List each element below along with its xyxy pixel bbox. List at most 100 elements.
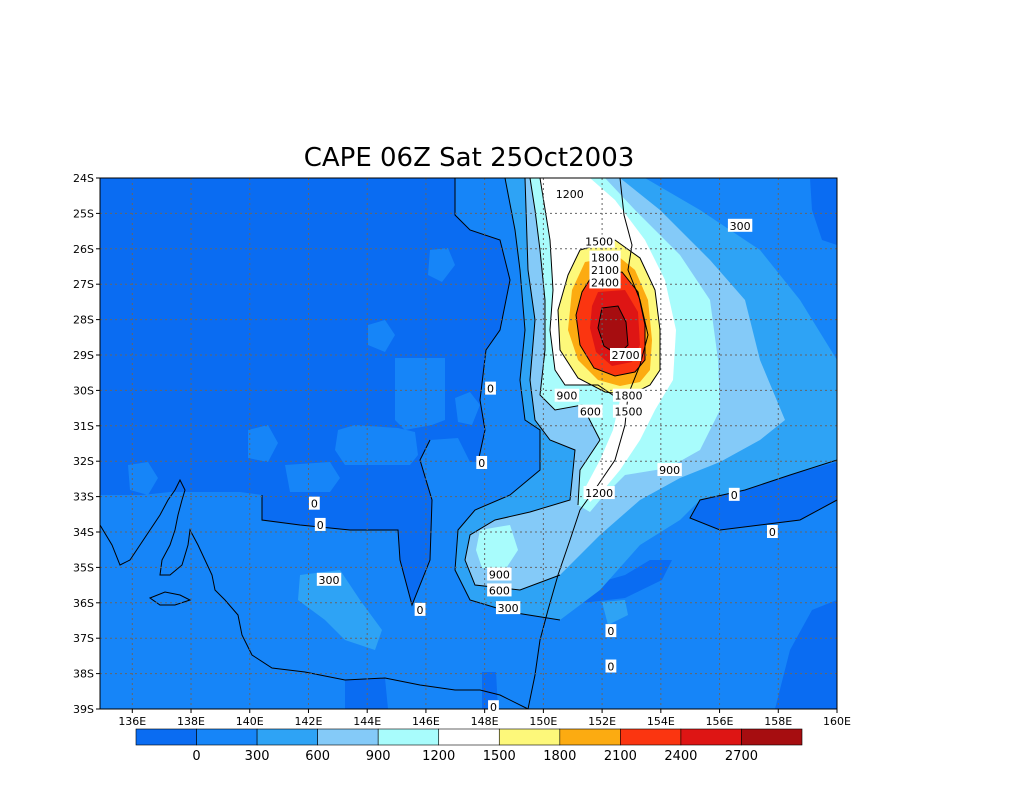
contour-label: 0 <box>769 526 776 539</box>
contour-label: 0 <box>607 625 614 638</box>
colorbar-label: 1800 <box>543 749 576 764</box>
field-0-island <box>368 320 395 352</box>
contour-label: 600 <box>580 406 601 419</box>
contour-label-bg <box>605 624 617 638</box>
colorbar-label: 2400 <box>664 749 697 764</box>
lon-label: 140E <box>236 715 264 728</box>
lat-label: 36S <box>73 597 94 610</box>
contour-label: 1800 <box>615 390 643 403</box>
contour-label-bg <box>554 388 580 402</box>
contour-label-bg <box>728 487 740 501</box>
coastline <box>100 178 649 709</box>
lat-label: 39S <box>73 703 94 716</box>
contour-label: 300 <box>319 574 340 587</box>
contour-label-bg <box>589 250 621 264</box>
contour-label-bg <box>657 463 682 477</box>
contour-label-bg <box>612 388 645 402</box>
contour-label: 1200 <box>556 188 584 201</box>
lon-label: 160E <box>823 715 851 728</box>
lat-label: 35S <box>73 561 94 574</box>
colorbar: 0 300 600 900 1200 1500 1800 2100 2400 2700 <box>135 728 803 764</box>
contour-label-bg <box>485 381 496 395</box>
field-900-island <box>476 525 518 570</box>
contour-label-bg <box>314 517 326 531</box>
contour-label-bg <box>476 455 488 469</box>
field-0-island <box>335 425 418 465</box>
colorbar-swatch <box>620 728 682 746</box>
field-below-zero-pocket <box>482 672 498 709</box>
contour-label: 0 <box>417 604 424 617</box>
lon-label: 150E <box>529 715 557 728</box>
contour-label-bg <box>609 348 642 361</box>
field-0-island <box>248 425 278 462</box>
lat-label: 28S <box>73 314 94 327</box>
contour-label-bg <box>578 404 603 418</box>
colorbar-swatch <box>680 728 742 746</box>
contour-label-bg <box>583 234 615 248</box>
contour-label: 900 <box>556 390 577 403</box>
contour-label: 1800 <box>591 252 619 265</box>
contour-label: 900 <box>489 568 510 581</box>
contour-label-bg <box>605 659 617 673</box>
lat-label: 29S <box>73 349 94 362</box>
lat-label: 34S <box>73 526 94 539</box>
lat-label: 38S <box>73 668 94 681</box>
colorbar-swatch <box>135 728 197 746</box>
lon-label: 154E <box>647 715 675 728</box>
contour-label-bg <box>583 486 615 500</box>
lat-label: 32S <box>73 455 94 468</box>
contour-label: 1500 <box>585 236 613 249</box>
contour-label-bg <box>589 275 621 289</box>
colorbar-swatch <box>196 728 258 746</box>
colorbar-swatch <box>498 728 561 746</box>
field-0-island <box>128 462 158 495</box>
lon-label: 148E <box>471 715 499 728</box>
contour-label: 2400 <box>591 276 619 289</box>
lon-label: 152E <box>588 715 616 728</box>
lon-label: 144E <box>353 715 381 728</box>
field-0-island <box>395 358 445 430</box>
contour-label-bg <box>308 496 320 510</box>
contour-label-bg <box>767 525 778 538</box>
tick-marks <box>96 177 838 713</box>
lat-label: 27S <box>73 278 94 291</box>
colorbar-label: 600 <box>305 749 330 764</box>
contour-label: 0 <box>478 457 485 470</box>
field-2700 <box>598 306 628 355</box>
lat-label: 25S <box>73 207 94 220</box>
lon-label: 138E <box>177 715 205 728</box>
colorbar-label: 1500 <box>483 749 516 764</box>
colorbar-label: 2100 <box>604 749 637 764</box>
contour-label-bg <box>414 602 426 616</box>
colorbar-label: 1200 <box>422 749 455 764</box>
field-300-island <box>602 600 628 625</box>
contour-label-bg <box>316 572 342 586</box>
contour-label: 0 <box>311 498 318 511</box>
lon-label: 136E <box>118 715 146 728</box>
contour-label: 0 <box>487 383 494 396</box>
contour-label-bg <box>488 700 499 714</box>
field-below-zero-pocket <box>775 600 837 709</box>
plot-frame <box>99 177 838 710</box>
lon-label: 146E <box>412 715 440 728</box>
map-title: CAPE 06Z Sat 25Oct2003 <box>304 143 635 173</box>
contour-label: 1500 <box>615 406 643 419</box>
contour-label: 600 <box>489 584 510 597</box>
contour-label: 2100 <box>591 264 619 277</box>
contour-label-bg <box>727 218 753 232</box>
lat-label: 26S <box>73 243 94 256</box>
field-below-zero-pocket <box>345 678 388 709</box>
colorbar-swatch <box>317 728 379 746</box>
contour-label: 1200 <box>585 487 613 500</box>
field-below-zero-pocket <box>810 178 837 245</box>
colorbar-swatch <box>559 728 621 746</box>
lon-label: 156E <box>706 715 734 728</box>
contour-label-bg <box>554 186 586 200</box>
contour-label: 300 <box>730 220 751 233</box>
colorbar-label: 900 <box>366 749 391 764</box>
colorbar-label: 0 <box>192 749 200 764</box>
grid-lines <box>100 178 837 709</box>
contour-label-bg <box>589 263 621 277</box>
